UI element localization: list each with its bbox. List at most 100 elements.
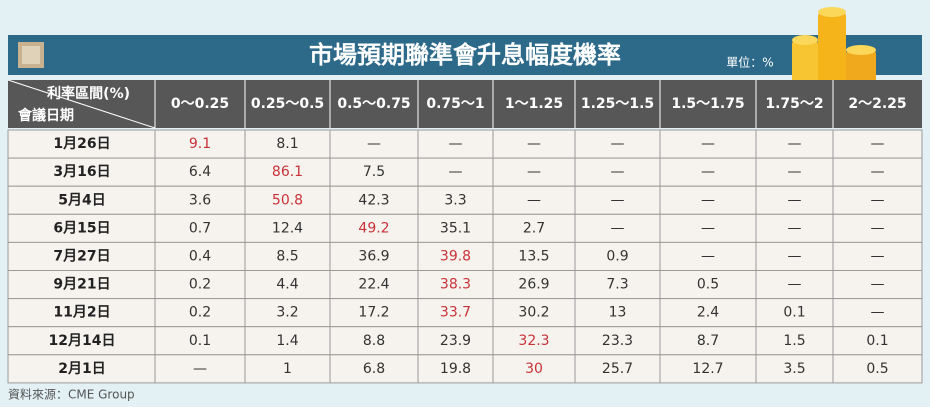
header-row (8, 80, 922, 128)
cell: 13.5 (518, 248, 549, 264)
cell: 49.2 (358, 220, 389, 236)
cell: 0.1 (866, 333, 888, 349)
cell: — (788, 192, 802, 208)
row-bg (7, 354, 923, 384)
cell: — (871, 136, 885, 152)
column-header: 0.75～1 (426, 96, 484, 112)
cell: 23.9 (440, 333, 471, 349)
column-header: 1～1.25 (505, 96, 563, 112)
cell: 33.7 (440, 305, 471, 321)
row-date: 5月4日 (58, 192, 105, 208)
cell: 13 (609, 305, 627, 321)
coins-icon (792, 7, 876, 84)
cell: 35.1 (440, 220, 471, 236)
cell: — (367, 136, 381, 152)
cell: — (527, 136, 541, 152)
cell: 8.5 (276, 248, 298, 264)
corner-bottom: 會議日期 (17, 107, 74, 124)
cell: — (701, 164, 715, 180)
cell: 22.4 (358, 277, 389, 293)
cell: — (788, 277, 802, 293)
row-date: 12月14日 (49, 333, 116, 349)
cell: 23.3 (602, 333, 633, 349)
cell: — (611, 192, 625, 208)
cell: 39.8 (440, 248, 471, 264)
cell: 86.1 (272, 164, 303, 180)
row-bg (7, 241, 923, 271)
title: 市場預期聯準會升息幅度機率 (309, 41, 621, 69)
cell: 4.4 (276, 277, 298, 293)
cell: — (871, 305, 885, 321)
cell: 36.9 (358, 248, 389, 264)
cell: 0.7 (189, 220, 211, 236)
cell: 17.2 (358, 305, 389, 321)
cell: — (611, 136, 625, 152)
cell: — (527, 192, 541, 208)
cell: 1.5 (783, 333, 805, 349)
row-date: 2月1日 (58, 361, 105, 377)
cell: — (701, 248, 715, 264)
row-bg (7, 298, 923, 328)
cell: 38.3 (440, 277, 471, 293)
corner-diagonal (7, 79, 156, 129)
row-bg (7, 270, 923, 300)
cell: 0.2 (189, 277, 211, 293)
cell: 0.4 (189, 248, 211, 264)
source: 資料來源：CME Group (8, 388, 135, 402)
cell: 6.4 (189, 164, 211, 180)
cell: — (788, 164, 802, 180)
column-header: 1.25～1.5 (581, 96, 654, 112)
cell: — (871, 220, 885, 236)
column-header: 1.75～2 (765, 96, 823, 112)
cell: — (788, 220, 802, 236)
cell: 7.3 (606, 277, 628, 293)
cell: 30 (525, 361, 543, 377)
column-header: 0.25～0.5 (251, 96, 324, 112)
cell: 30.2 (518, 305, 549, 321)
cell: 0.5 (866, 361, 888, 377)
cell: 26.9 (518, 277, 549, 293)
cell: 8.7 (697, 333, 719, 349)
cell: — (788, 136, 802, 152)
row-date: 6月15日 (53, 220, 110, 236)
title-bar (8, 35, 922, 75)
row-date: 7月27日 (53, 248, 110, 264)
row-date: 9月21日 (53, 277, 110, 293)
cell: — (611, 164, 625, 180)
row-bg (7, 185, 923, 215)
cell: 1.4 (276, 333, 298, 349)
cell: 3.6 (189, 192, 211, 208)
column-header: 2～2.25 (848, 96, 906, 112)
cell: — (871, 248, 885, 264)
cell: 7.5 (363, 164, 385, 180)
cell: — (611, 220, 625, 236)
unit: 單位：% (726, 55, 773, 70)
cell: 25.7 (602, 361, 633, 377)
column-header: 0.5～0.75 (337, 96, 410, 112)
cell: 2.4 (697, 305, 719, 321)
cell: 19.8 (440, 361, 471, 377)
title-icon-inner (22, 46, 40, 64)
cell: 12.4 (272, 220, 303, 236)
cell: — (871, 192, 885, 208)
cell: 3.5 (783, 361, 805, 377)
cell: 6.8 (363, 361, 385, 377)
cell: — (701, 220, 715, 236)
column-header: 1.5～1.75 (671, 96, 744, 112)
cell: 50.8 (272, 192, 303, 208)
cell: 42.3 (358, 192, 389, 208)
row-date: 1月26日 (53, 136, 110, 152)
cell: — (788, 248, 802, 264)
row-bg (7, 157, 923, 187)
row-bg (7, 129, 923, 159)
row-date: 3月16日 (53, 164, 110, 180)
cell: 0.9 (606, 248, 628, 264)
cell: — (449, 164, 463, 180)
cell: 3.2 (276, 305, 298, 321)
cell: 3.3 (444, 192, 466, 208)
cell: 2.7 (523, 220, 545, 236)
cell: 0.1 (783, 305, 805, 321)
cell: 8.1 (276, 136, 298, 152)
